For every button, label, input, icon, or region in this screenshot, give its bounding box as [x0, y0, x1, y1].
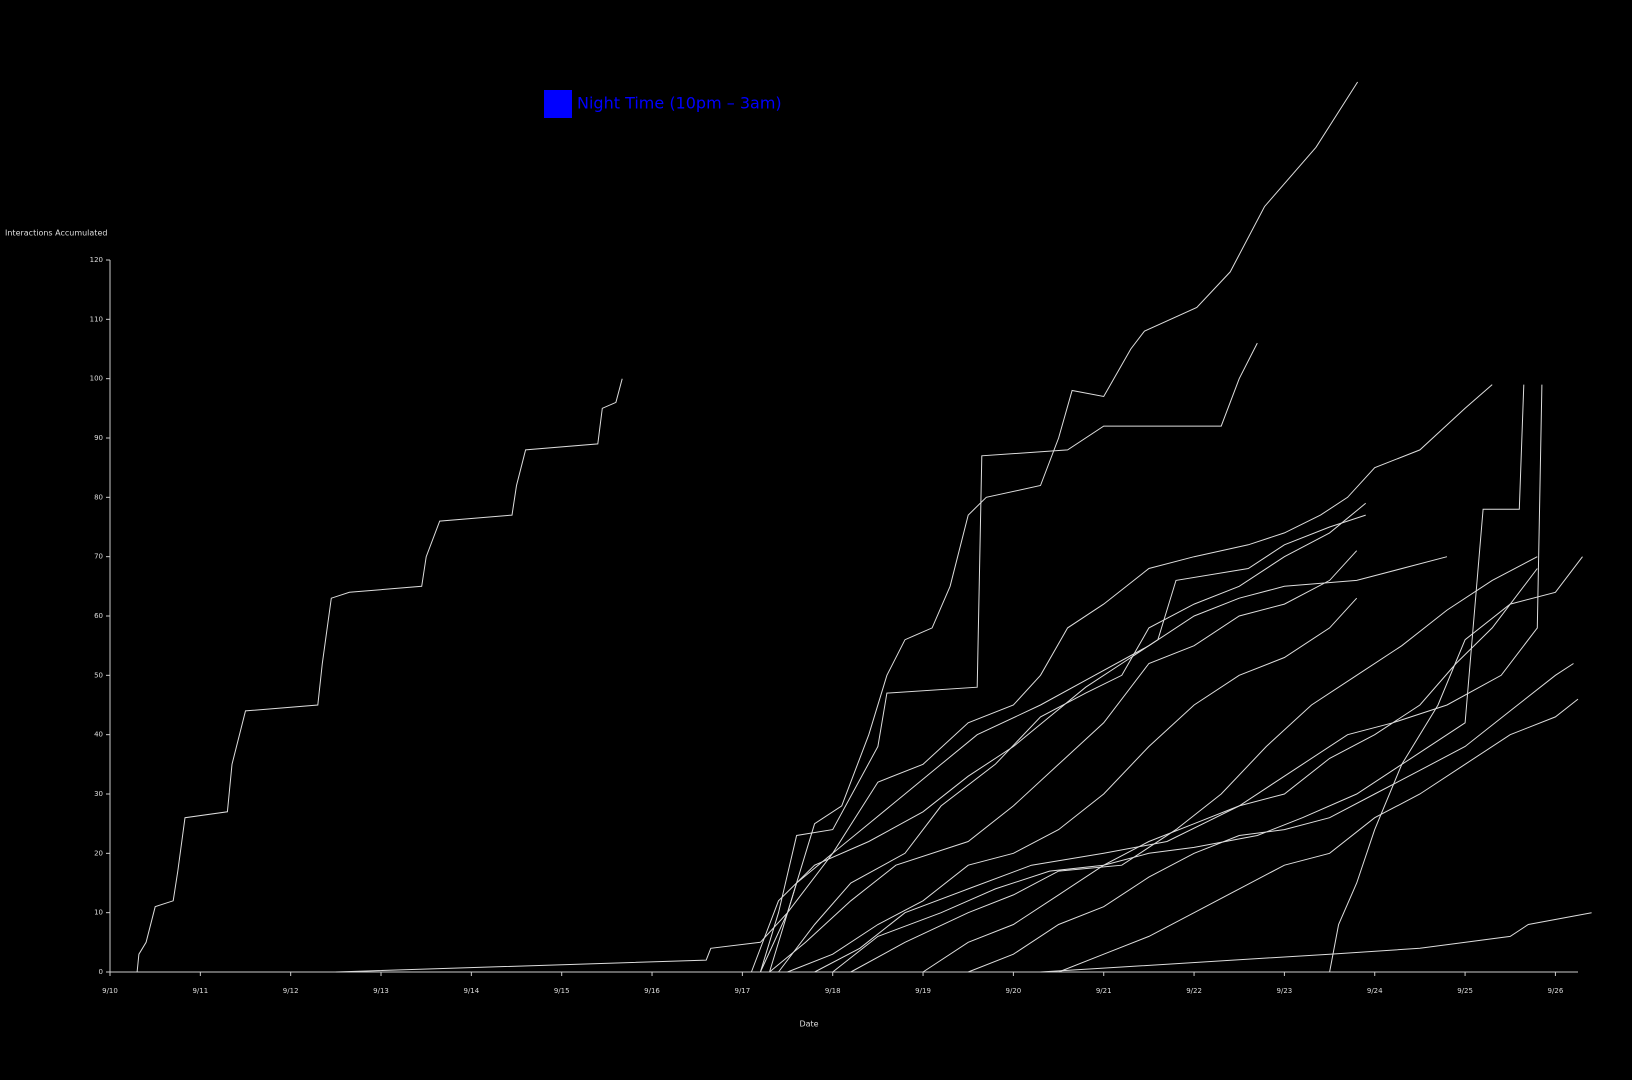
- y-tick-label: 50: [94, 671, 103, 679]
- x-tick-label: 9/20: [1006, 987, 1022, 995]
- y-axis-label: Interactions Accumulated: [5, 229, 107, 238]
- y-tick-label: 10: [94, 909, 103, 917]
- y-tick-label: 30: [94, 790, 103, 798]
- x-tick-label: 9/17: [735, 987, 751, 995]
- series-line: [759, 81, 1359, 973]
- series-line: [759, 342, 1258, 973]
- y-tick-label: 120: [90, 256, 103, 264]
- series-line: [787, 597, 1358, 973]
- y-tick-label: 20: [94, 849, 103, 857]
- series-line: [136, 378, 623, 973]
- x-tick-label: 9/26: [1548, 987, 1564, 995]
- x-tick-label: 9/10: [102, 987, 118, 995]
- y-tick-label: 70: [94, 553, 103, 561]
- series-line: [769, 384, 1493, 973]
- y-tick-label: 40: [94, 731, 103, 739]
- legend-label: Night Time (10pm – 3am): [577, 94, 782, 113]
- x-axis-label: Date: [799, 1020, 818, 1029]
- y-tick-label: 110: [90, 315, 103, 323]
- series-line: [1058, 698, 1579, 973]
- y-tick-label: 80: [94, 493, 103, 501]
- series-line: [1329, 556, 1583, 973]
- x-tick-label: 9/19: [915, 987, 931, 995]
- x-tick-label: 9/11: [192, 987, 208, 995]
- x-tick-label: 9/21: [1096, 987, 1112, 995]
- x-tick-label: 9/16: [644, 987, 660, 995]
- x-tick-label: 9/14: [463, 987, 479, 995]
- series-line: [1040, 912, 1592, 973]
- x-tick-label: 9/25: [1457, 987, 1473, 995]
- x-tick-label: 9/23: [1277, 987, 1293, 995]
- x-tick-label: 9/15: [554, 987, 570, 995]
- x-tick-label: 9/18: [825, 987, 841, 995]
- series-line: [814, 384, 1543, 973]
- legend-swatch: [544, 90, 572, 118]
- series-line: [778, 502, 1367, 973]
- series-line: [968, 663, 1574, 973]
- series-line: [750, 514, 1366, 973]
- x-tick-label: 9/13: [373, 987, 389, 995]
- series-line: [832, 384, 1525, 973]
- x-tick-label: 9/12: [283, 987, 299, 995]
- y-tick-label: 60: [94, 612, 103, 620]
- series-line: [335, 556, 1448, 973]
- y-tick-label: 90: [94, 434, 103, 442]
- y-tick-label: 0: [99, 968, 103, 976]
- y-tick-label: 100: [90, 375, 103, 383]
- series-line: [850, 556, 1538, 973]
- series-line: [769, 550, 1358, 973]
- x-tick-label: 9/24: [1367, 987, 1383, 995]
- x-tick-label: 9/22: [1186, 987, 1202, 995]
